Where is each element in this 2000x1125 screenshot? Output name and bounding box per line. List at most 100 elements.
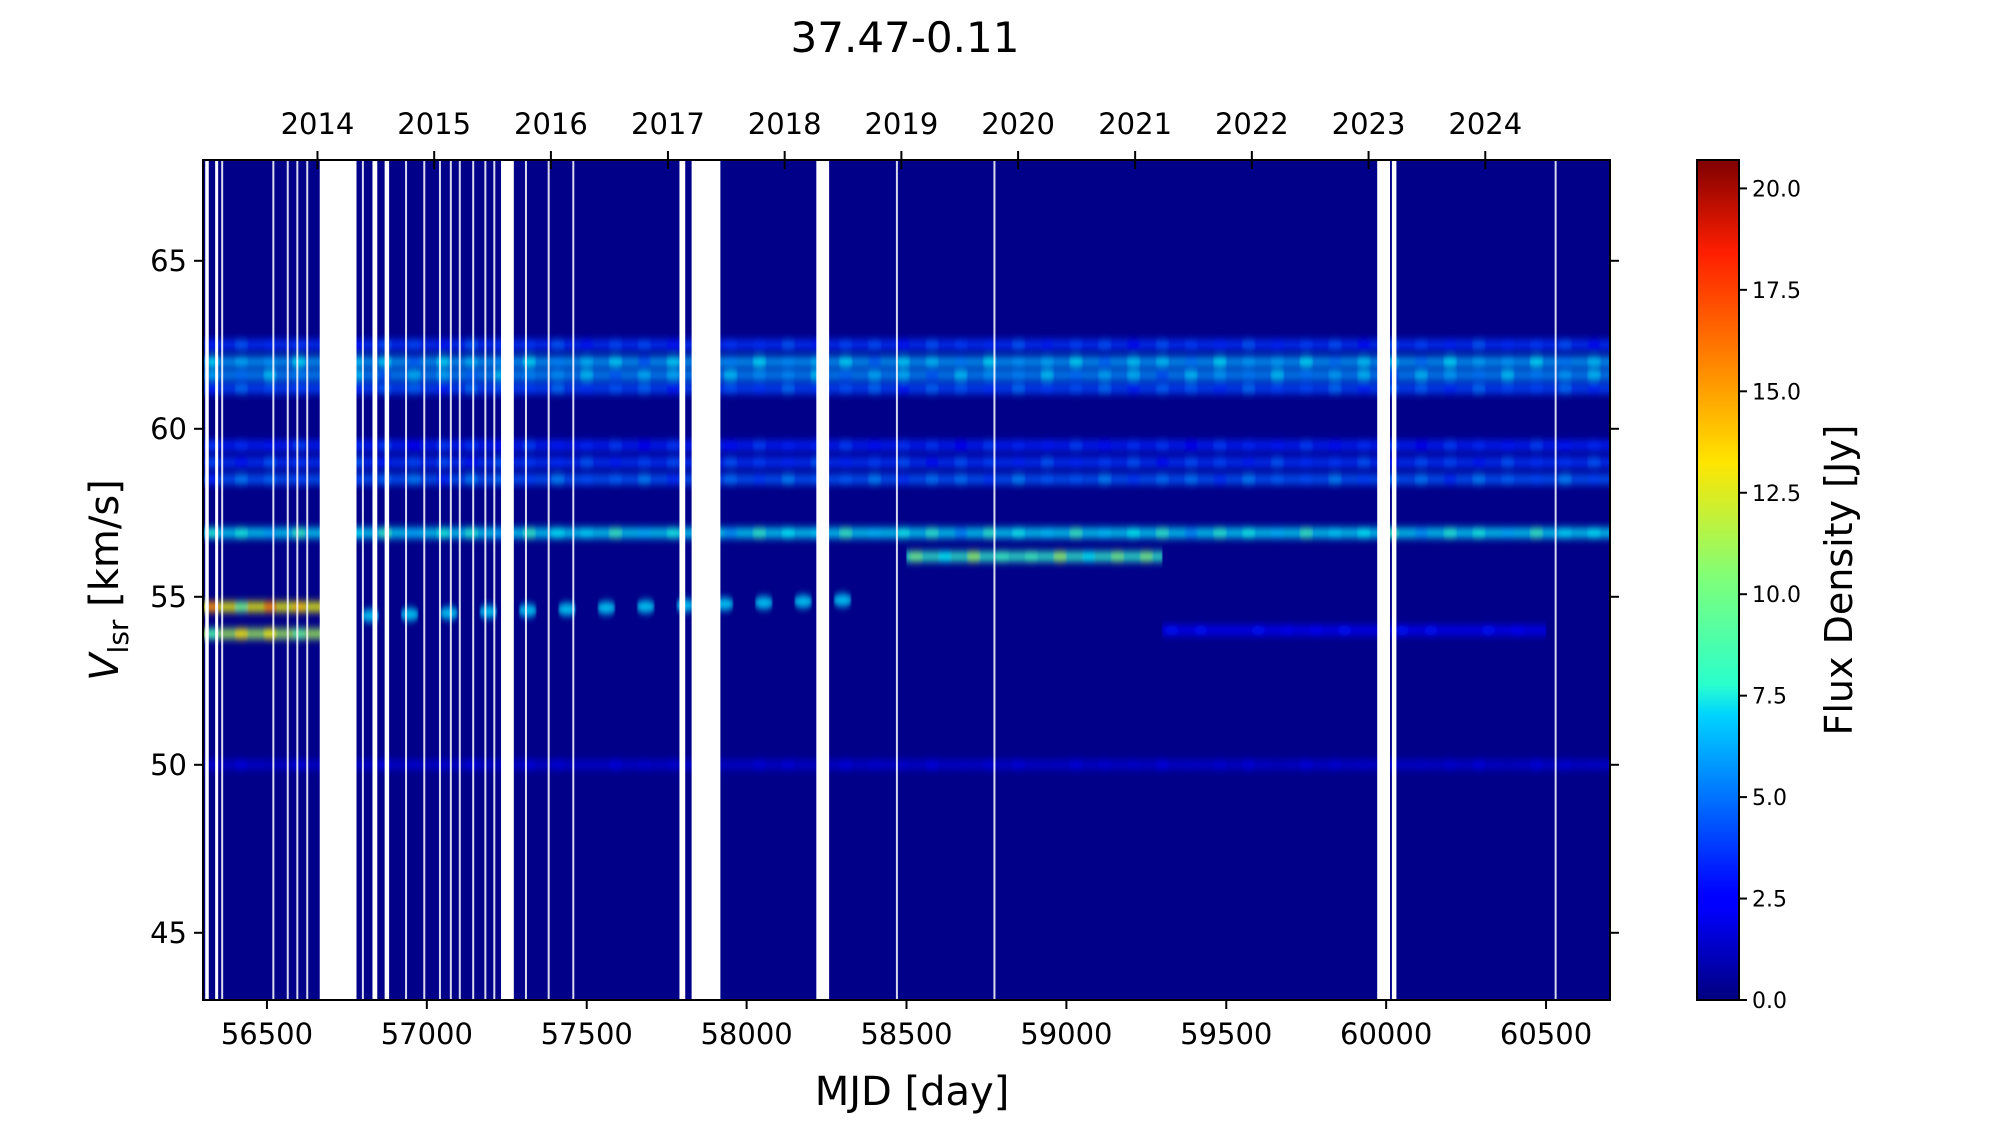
emission-knot (1068, 356, 1083, 367)
emission-knot (550, 759, 565, 770)
emission-knot (435, 457, 450, 468)
colorbar-tick-label: 2.5 (1752, 888, 1787, 913)
chart-title: 37.47-0.11 (791, 13, 1020, 62)
top-year-label: 2015 (397, 107, 471, 141)
emission-knot (982, 383, 997, 394)
emission-knot (838, 339, 853, 350)
emission-knot (838, 457, 853, 468)
emission-knot (1155, 759, 1170, 770)
emission-knot (937, 551, 952, 562)
emission-knot (1443, 339, 1458, 350)
emission-knot (838, 474, 853, 485)
emission-knot (1414, 527, 1429, 538)
emission-knot (867, 457, 882, 468)
heatmap-background (203, 160, 1610, 1000)
x-axis-ticks: 56500 57000 57500 58000 58500 59000 59500 60000… (221, 1000, 1592, 1051)
emission-knot (1184, 339, 1199, 350)
emission-knot (263, 440, 278, 451)
emission-knot (1097, 759, 1112, 770)
emission-knot (234, 383, 249, 394)
emission-knot (464, 457, 479, 468)
emission-knot (637, 383, 652, 394)
emission-knot (522, 474, 537, 485)
emission-knot (1500, 527, 1515, 538)
emission-knot (1155, 527, 1170, 538)
emission-knot (1299, 440, 1314, 451)
emission-knot (234, 457, 249, 468)
missing-epoch (405, 160, 408, 1000)
emission-knot (1040, 527, 1055, 538)
emission-knot (522, 457, 537, 468)
emission-knot (1500, 759, 1515, 770)
emission-knot (1327, 383, 1342, 394)
top-year-label: 2017 (631, 107, 705, 141)
emission-knot (1241, 370, 1256, 381)
emission-knot (1443, 383, 1458, 394)
emission-knot (666, 759, 681, 770)
data-gap (1391, 160, 1397, 1000)
emission-knot (1299, 383, 1314, 394)
colorbar-ticks: 0.0 2.5 5.0 7.5 10.0 12.5 15.0 17.5 20.0 (1739, 177, 1801, 1014)
x-axis-label: MJD [day] (815, 1069, 1010, 1115)
emission-knot (1241, 356, 1256, 367)
emission-knot (752, 527, 767, 538)
emission-knot (896, 370, 911, 381)
emission-knot (666, 356, 681, 367)
emission-knot (1155, 339, 1170, 350)
emission-knot (234, 356, 249, 367)
emission-knot (1471, 527, 1486, 538)
emission-knot (464, 339, 479, 350)
emission-knot (1097, 356, 1112, 367)
emission-knot (867, 759, 882, 770)
x-tick-label: 57500 (541, 1017, 633, 1051)
emission-knot (723, 440, 738, 451)
x-tick-label: 57000 (381, 1017, 473, 1051)
missing-epoch (458, 160, 461, 1000)
emission-knot (1587, 759, 1602, 770)
emission-knot (1241, 339, 1256, 350)
emission-knot (896, 474, 911, 485)
emission-knot (666, 339, 681, 350)
emission-knot (1337, 625, 1352, 636)
emission-knot (608, 759, 623, 770)
emission-knot (925, 370, 940, 381)
emission-knot (1212, 527, 1227, 538)
emission-knot (522, 527, 537, 538)
emission-knot (1011, 339, 1026, 350)
emission-knot (435, 383, 450, 394)
emission-knot (1471, 383, 1486, 394)
emission-knot (608, 527, 623, 538)
emission-knot (723, 370, 738, 381)
emission-knot (1241, 474, 1256, 485)
emission-knot (1097, 440, 1112, 451)
emission-knot (464, 527, 479, 538)
emission-knot (1423, 625, 1438, 636)
emission-knot (925, 759, 940, 770)
emission-knot (550, 370, 565, 381)
emission-knot (781, 457, 796, 468)
emission-knot (1155, 370, 1170, 381)
emission-spot (479, 605, 498, 618)
emission-knot (1529, 370, 1544, 381)
top-year-label: 2021 (1098, 107, 1172, 141)
emission-knot (982, 339, 997, 350)
emission-knot (1500, 474, 1515, 485)
missing-epoch (449, 160, 452, 1000)
emission-knot (1500, 339, 1515, 350)
emission-knot (1193, 625, 1208, 636)
colorbar-tick-label: 20.0 (1752, 177, 1801, 202)
emission-knot (1529, 457, 1544, 468)
emission-knot (666, 527, 681, 538)
emission-knot (666, 474, 681, 485)
top-year-label: 2019 (864, 107, 938, 141)
emission-knot (1011, 370, 1026, 381)
emission-knot (1414, 440, 1429, 451)
emission-knot (1356, 474, 1371, 485)
x-tick-label: 59000 (1020, 1017, 1112, 1051)
emission-knot (579, 370, 594, 381)
emission-knot (1327, 527, 1342, 538)
emission-knot (1241, 383, 1256, 394)
emission-spot (754, 596, 773, 609)
emission-knot (896, 440, 911, 451)
colorbar-tick-label: 7.5 (1752, 685, 1787, 710)
